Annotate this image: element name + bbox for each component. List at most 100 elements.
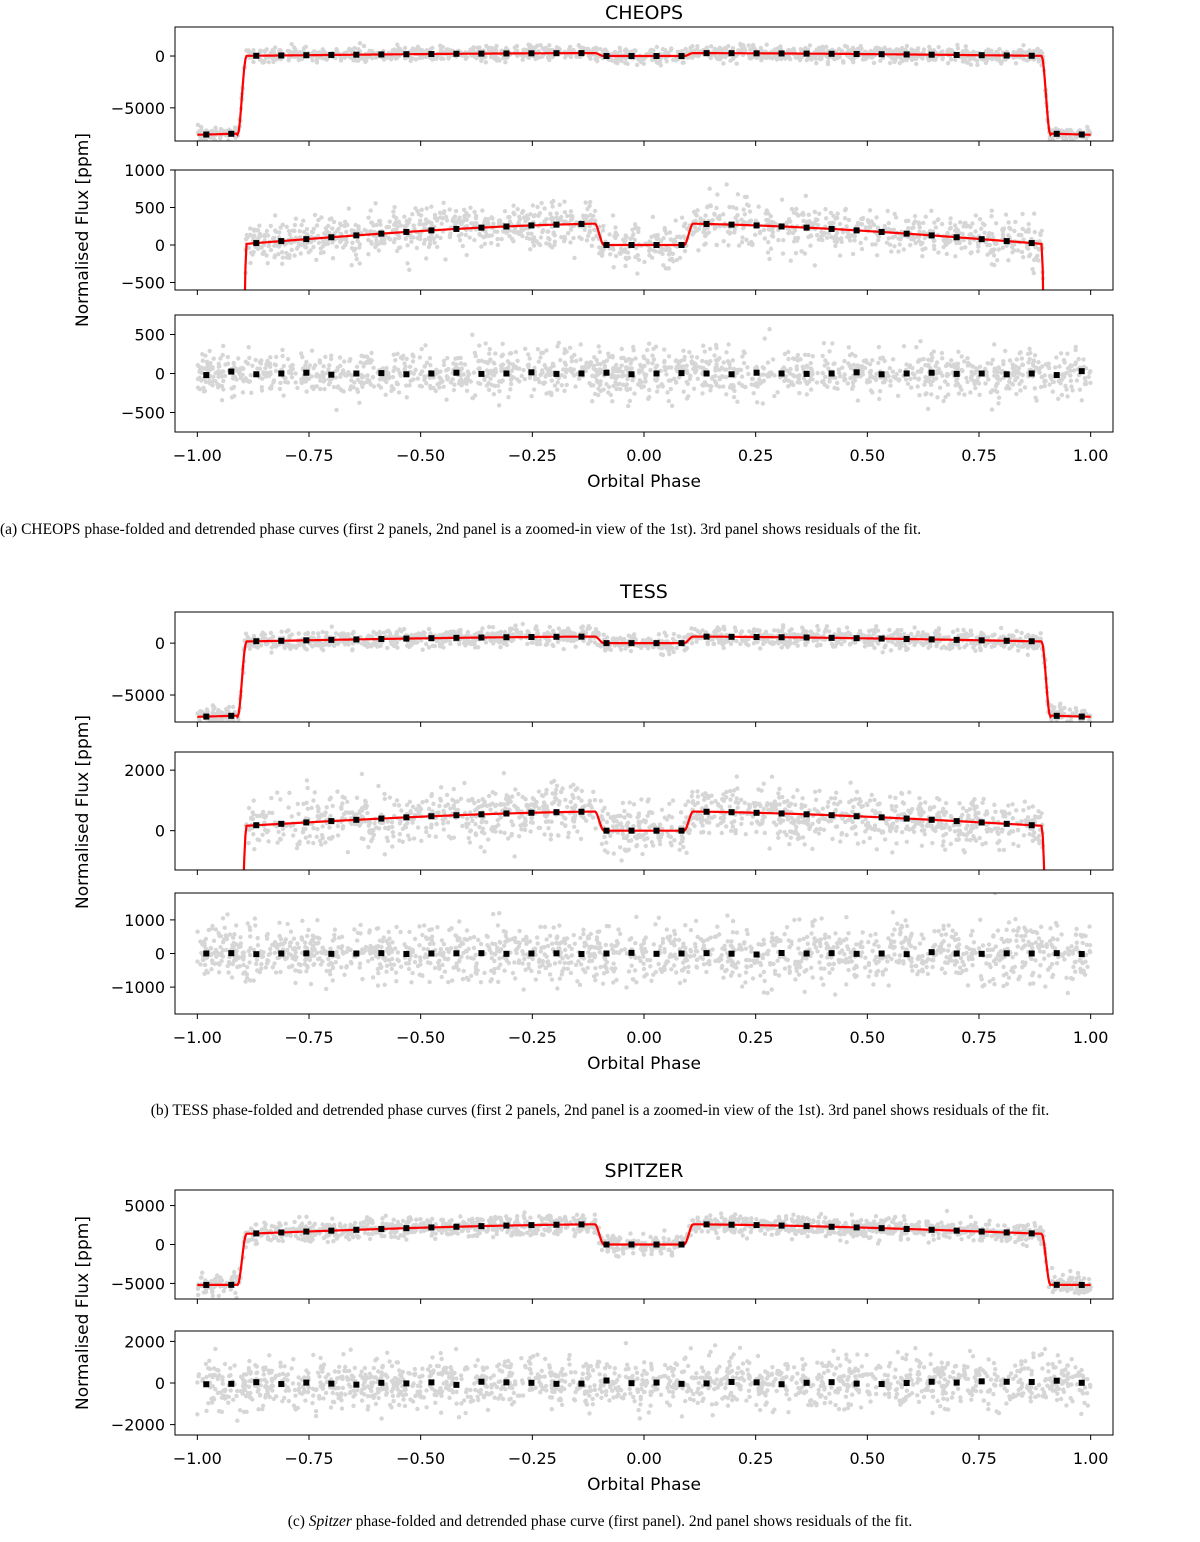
binned-point (228, 712, 235, 719)
binned-point (703, 1380, 710, 1387)
binned-point (528, 1222, 535, 1229)
binned-point (503, 370, 510, 377)
binned-point (428, 50, 435, 57)
axes-frame (174, 751, 1114, 871)
binned-point (328, 950, 335, 957)
binned-point (828, 1223, 835, 1230)
binned-point (978, 950, 985, 957)
binned-point (728, 950, 735, 957)
binned-point (203, 1381, 210, 1388)
binned-point (853, 50, 860, 57)
binned-point (553, 50, 560, 57)
x-tick-label: 1.00 (1073, 446, 1109, 465)
binned-point (403, 635, 410, 642)
binned-point (678, 242, 685, 248)
binned-point (278, 1229, 285, 1236)
binned-point (878, 1225, 885, 1232)
model-curve (242, 810, 1046, 870)
binned-point (578, 1221, 585, 1228)
binned-point (403, 1380, 410, 1387)
binned-point (378, 815, 385, 822)
binned-point (953, 636, 960, 643)
binned-point (628, 371, 635, 378)
binned-point (628, 640, 635, 647)
binned-point (628, 827, 635, 834)
binned-point (378, 1379, 385, 1386)
x-tick-label: −0.75 (284, 446, 333, 465)
chart-title: SPITZER (605, 1160, 684, 1182)
x-axis-label: Orbital Phase (587, 472, 701, 492)
binned-point (203, 1281, 210, 1288)
binned-point (378, 635, 385, 642)
x-tick-label: 1.00 (1073, 1449, 1109, 1468)
binned-point (503, 950, 510, 957)
plot-area (195, 893, 1093, 997)
binned-point (353, 816, 360, 823)
binned-point (1028, 950, 1035, 957)
binned-point (628, 1380, 635, 1387)
binned-point (803, 370, 810, 377)
x-tick-label: 0.50 (850, 1449, 886, 1468)
binned-point (278, 370, 285, 377)
x-tick-label: −1.00 (173, 446, 222, 465)
panel-zoom: 1000 500 0 −500 (121, 161, 1114, 295)
binned-point (903, 230, 910, 237)
binned-point (828, 634, 835, 641)
binned-point (678, 827, 685, 834)
binned-point (628, 949, 635, 956)
binned-point (203, 372, 210, 379)
binned-point (978, 637, 985, 644)
binned-point (453, 812, 460, 819)
y-tick-label: −1000 (111, 978, 165, 997)
binned-point (803, 1379, 810, 1386)
binned-point (1003, 52, 1010, 59)
y-tick-label: 5000 (124, 1197, 165, 1216)
binned-point (253, 371, 260, 378)
binned-point (553, 950, 560, 957)
binned-point (753, 1222, 760, 1229)
binned-point (978, 236, 985, 243)
binned-point (778, 1381, 785, 1388)
binned-point (328, 51, 335, 58)
binned-point (728, 1378, 735, 1385)
x-tick-label: −1.00 (173, 1028, 222, 1047)
data-points (195, 40, 1093, 141)
binned-point (703, 808, 710, 815)
y-tick-label: 0 (155, 236, 165, 255)
binned-point (778, 949, 785, 956)
plot-area (195, 621, 1093, 722)
binned-point (728, 221, 735, 228)
data-points (195, 621, 1093, 722)
binned-point (1053, 1281, 1060, 1288)
binned-point (978, 1228, 985, 1235)
binned-point (753, 951, 760, 958)
plot-area (195, 1208, 1093, 1299)
binned-point (1078, 368, 1085, 375)
binned-point (378, 1225, 385, 1232)
binned-point (853, 1380, 860, 1387)
binned-point (553, 370, 560, 377)
binned-point (478, 811, 485, 818)
x-tick-label: 0.75 (961, 446, 997, 465)
binned-point (453, 369, 460, 376)
panel-full: 5000 0 −5000 (111, 1189, 1114, 1304)
binned-point (578, 370, 585, 377)
panel-resid: 2000 0 −2000 (111, 1330, 1114, 1440)
binned-point (278, 1381, 285, 1388)
binned-point (1054, 1040, 1060, 1046)
y-tick-label: 0 (155, 47, 165, 66)
binned-point (778, 810, 785, 817)
binned-point (1003, 238, 1010, 245)
plot-area (195, 40, 1093, 141)
y-tick-label: −500 (121, 274, 165, 293)
binned-point (203, 131, 210, 138)
binned-point (828, 50, 835, 57)
binned-point (728, 371, 735, 378)
plot-area (242, 771, 1060, 1046)
binned-point (228, 130, 235, 137)
y-axis-label: Normalised Flux [ppm] (73, 715, 93, 909)
binned-point (1003, 371, 1010, 378)
binned-point (903, 51, 910, 58)
binned-point (753, 50, 760, 57)
binned-point (928, 1378, 935, 1385)
